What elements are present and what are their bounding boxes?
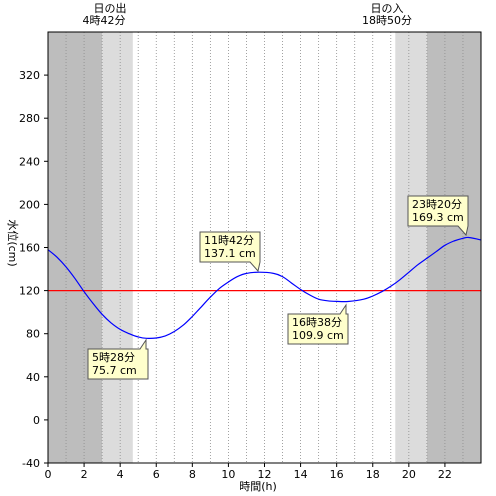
sunrise-time: 4時42分 (83, 14, 126, 27)
callout-time: 11時42分 (204, 234, 254, 247)
x-tick-label: 6 (153, 468, 160, 481)
callout-box (287, 303, 349, 345)
night-band-0 (48, 32, 103, 463)
twilight-band-1 (395, 32, 427, 463)
callout-time: 5時28分 (92, 351, 135, 364)
night-band-1 (426, 32, 481, 463)
callout-time: 23時20分 (412, 198, 462, 211)
y-tick-label: 320 (19, 69, 40, 82)
x-tick-label: 20 (402, 468, 416, 481)
x-tick-label: 10 (221, 468, 235, 481)
sunset-time: 18時50分 (362, 14, 412, 27)
callout-box (407, 195, 469, 237)
sunset-label: 日の入 (371, 2, 404, 15)
y-tick-label: 160 (19, 242, 40, 255)
x-tick-label: 4 (117, 468, 124, 481)
callout-box (199, 231, 261, 273)
y-tick-label: 120 (19, 285, 40, 298)
x-tick-label: 16 (330, 468, 344, 481)
x-tick-label: 0 (45, 468, 52, 481)
y-tick-label: 80 (26, 328, 40, 341)
y-tick-label: 0 (33, 414, 40, 427)
y-tick-label: 240 (19, 155, 40, 168)
y-tick-label: 280 (19, 112, 40, 125)
callout-value: 169.3 cm (412, 211, 464, 224)
day-night-bands (48, 32, 481, 463)
x-tick-label: 22 (438, 468, 452, 481)
y-tick-label: 200 (19, 198, 40, 211)
y-axis-ticks: -40 0 40 80 120 160 200 240 280 320 (19, 69, 48, 470)
x-tick-label: 8 (189, 468, 196, 481)
x-tick-label: 18 (366, 468, 380, 481)
tide-series-line (47, 236, 482, 339)
callout-box (87, 338, 149, 380)
twilight-band-0 (102, 32, 133, 463)
y-tick-label: -40 (22, 457, 40, 470)
x-axis-ticks: 0 2 4 6 8 10 12 14 16 18 20 22 (45, 463, 452, 481)
callout-value: 109.9 cm (292, 329, 344, 342)
x-tick-label: 14 (294, 468, 308, 481)
sunrise-label: 日の出 (94, 1, 127, 15)
x-tick-label: 12 (258, 468, 272, 481)
callout-value: 75.7 cm (92, 364, 137, 377)
y-tick-label: 40 (26, 371, 40, 384)
x-tick-label: 2 (81, 468, 88, 481)
callout-value: 137.1 cm (204, 247, 256, 260)
x-axis-label: 時間(h) (239, 480, 277, 493)
y-axis-label: 水位(cm) (6, 219, 20, 266)
callout-time: 16時38分 (292, 316, 342, 329)
